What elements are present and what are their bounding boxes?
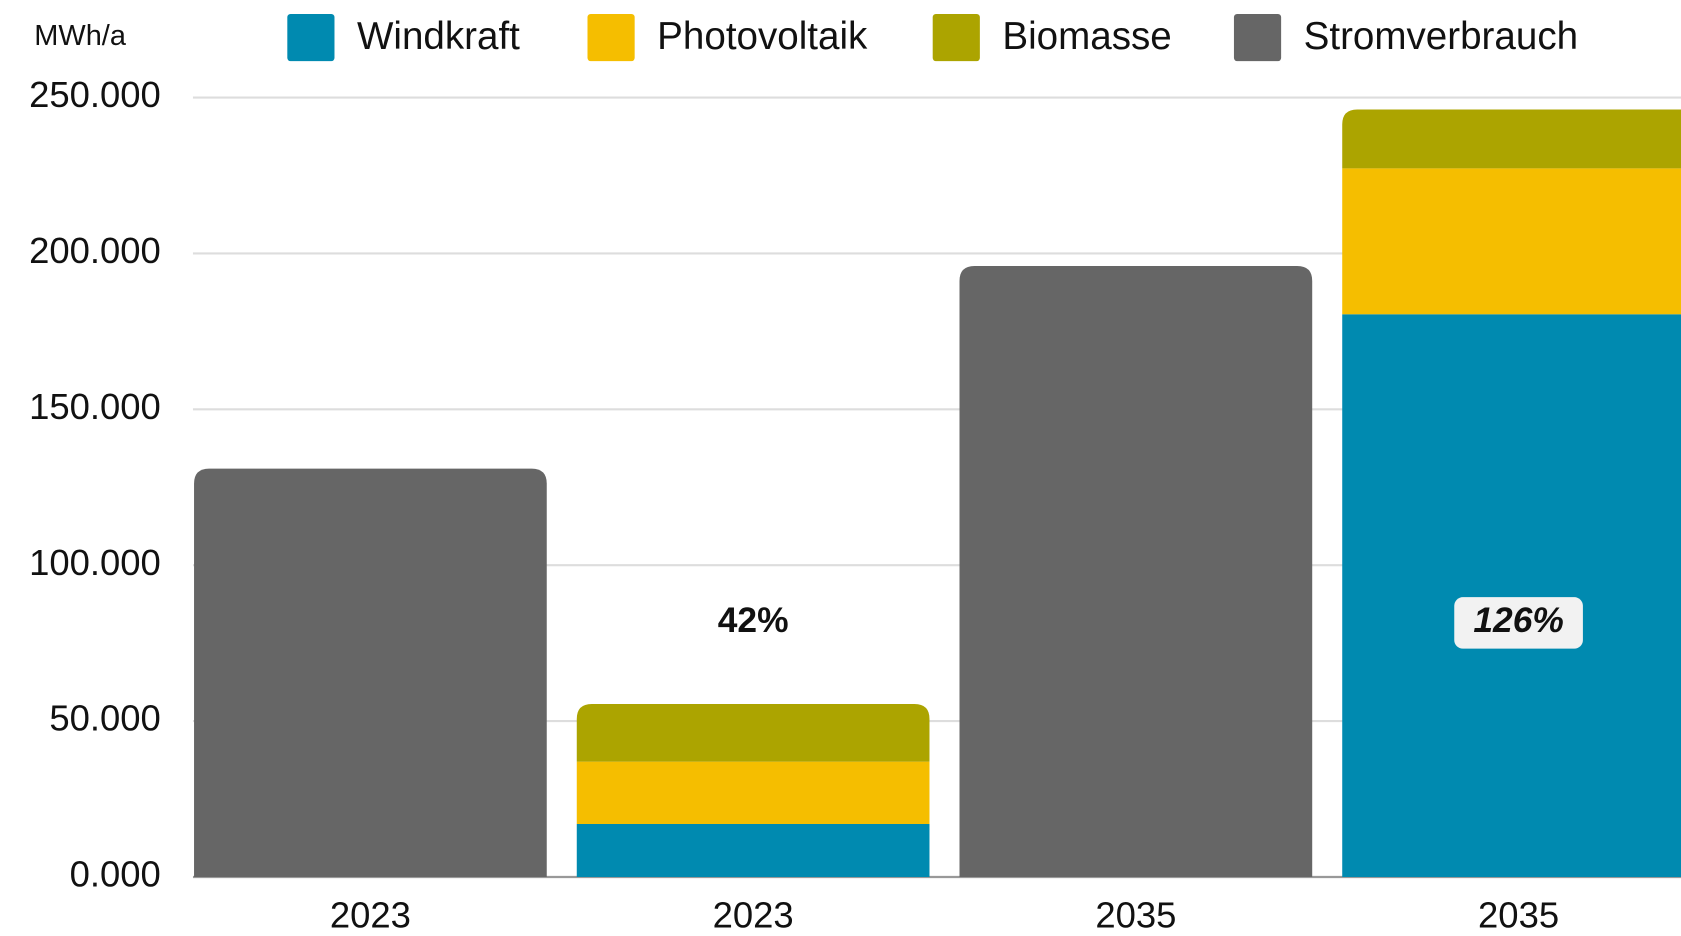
- y-tick-label: 250.000: [29, 74, 161, 115]
- legend-swatch: [587, 13, 635, 62]
- bar-segment: [1342, 168, 1681, 315]
- bar-segment: [576, 761, 930, 824]
- share-label: 126%: [1473, 601, 1563, 640]
- y-tick-label: 0.000: [70, 854, 161, 895]
- x-tick-label: 2023: [330, 894, 411, 935]
- x-tick-label: 2023: [713, 894, 794, 935]
- x-tick-label: 2035: [1095, 894, 1176, 935]
- share-label: 42%: [718, 601, 789, 640]
- x-tick-label: 2035: [1478, 894, 1559, 935]
- bar-segment: [959, 265, 1313, 877]
- y-tick-label: 50.000: [49, 698, 160, 739]
- legend-label: Windkraft: [357, 15, 520, 58]
- share-label-box: [1454, 597, 1583, 649]
- y-tick-label: 150.000: [29, 386, 161, 427]
- y-tick-label: 200.000: [29, 230, 161, 271]
- bar-segment: [1342, 109, 1681, 169]
- bar-segment: [194, 468, 547, 877]
- legend-swatch: [1233, 13, 1282, 62]
- y-tick-label: 100.000: [29, 542, 161, 583]
- legend-label: Stromverbrauch: [1304, 15, 1578, 58]
- bar-segment: [576, 823, 930, 877]
- legend-swatch: [287, 13, 335, 62]
- legend-label: Photovoltaik: [657, 15, 868, 58]
- legend-label: Biomasse: [1002, 15, 1171, 58]
- bar-segment: [576, 703, 930, 762]
- bar-segment: [1342, 314, 1681, 877]
- y-axis-label: MWh/a: [34, 20, 127, 52]
- legend-swatch: [932, 13, 980, 62]
